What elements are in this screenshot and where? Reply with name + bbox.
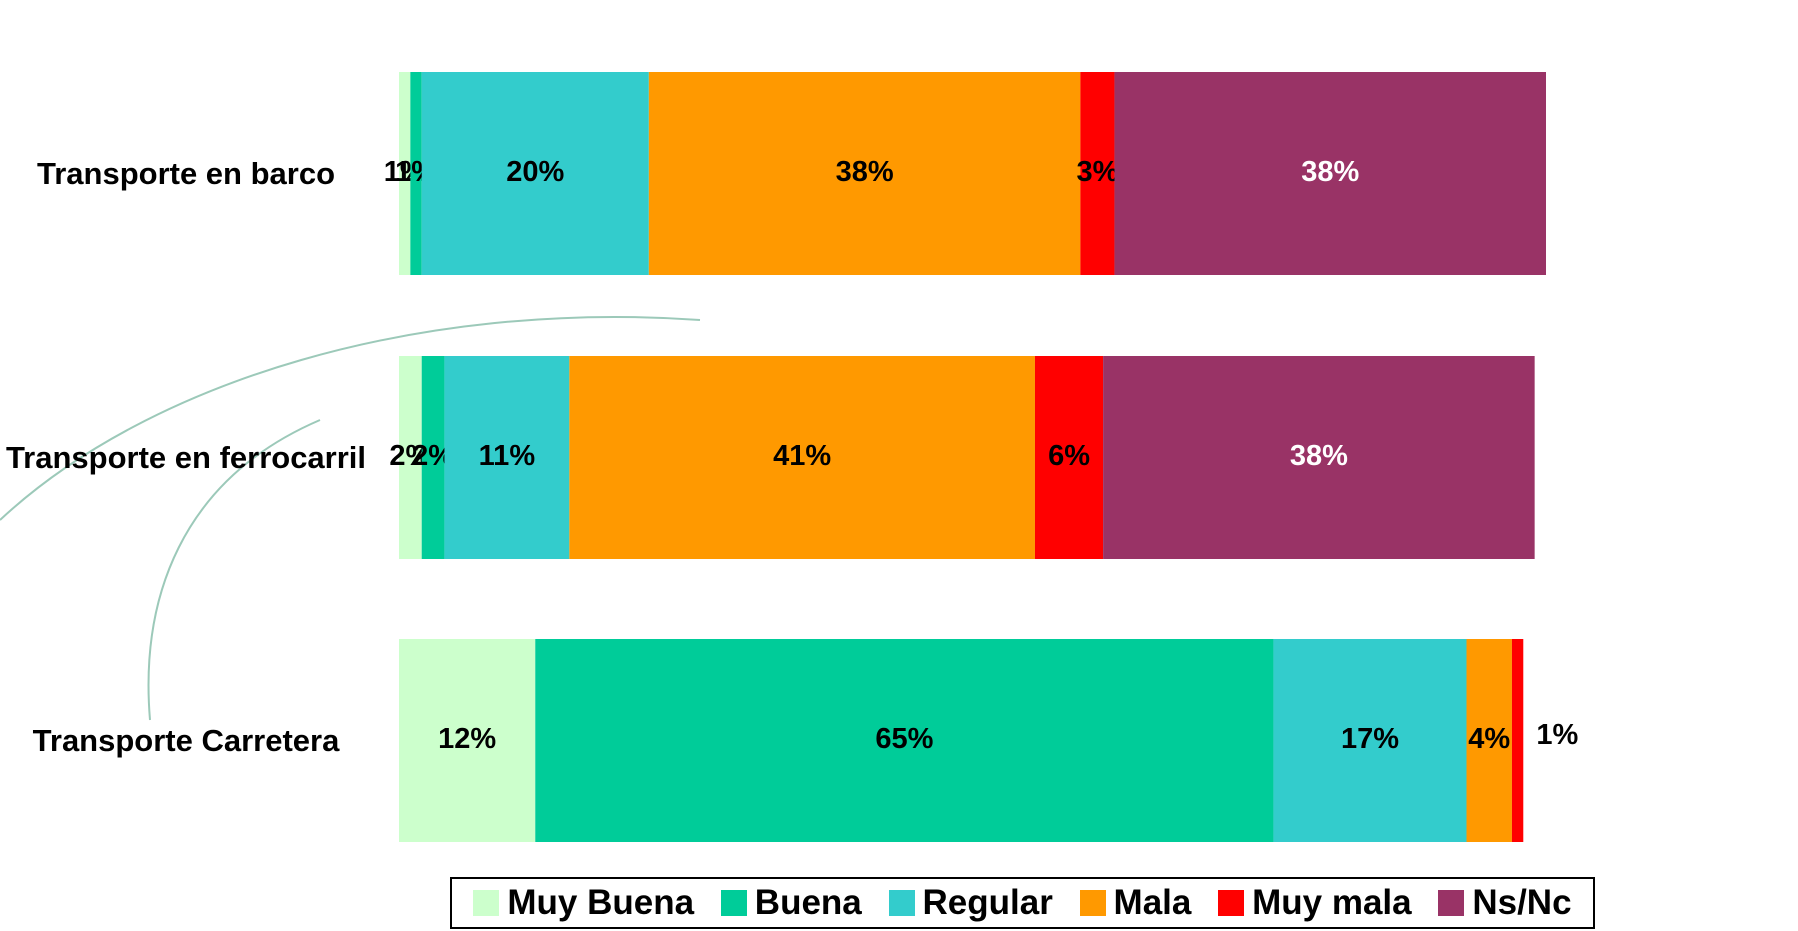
legend-swatch	[473, 890, 499, 916]
legend-label: Muy mala	[1252, 883, 1412, 923]
data-label: 12%	[438, 723, 496, 755]
legend-swatch	[721, 890, 747, 916]
data-label: 38%	[1290, 440, 1348, 472]
legend-item: Regular	[889, 883, 1053, 923]
data-label: 1%	[1536, 719, 1578, 751]
legend-item: Buena	[721, 883, 862, 923]
legend-swatch	[1218, 890, 1244, 916]
category-label: Transporte en barco	[0, 72, 372, 275]
legend-label: Regular	[923, 883, 1053, 923]
bar-segment	[1512, 639, 1523, 842]
legend-swatch	[1438, 890, 1464, 916]
data-label: 20%	[506, 156, 564, 188]
legend-label: Ns/Nc	[1472, 883, 1571, 923]
data-label: 3%	[1076, 156, 1118, 188]
data-label: 17%	[1341, 723, 1399, 755]
data-label: 11%	[479, 440, 536, 472]
legend-item: Mala	[1080, 883, 1192, 923]
legend-item: Ns/Nc	[1438, 883, 1571, 923]
legend-label: Muy Buena	[507, 883, 694, 923]
legend-item: Muy Buena	[473, 883, 694, 923]
legend: Muy Buena Buena Regular Mala Muy mala Ns/Nc	[450, 877, 1595, 929]
data-label: 6%	[1048, 440, 1090, 472]
category-label: Transporte Carretera	[0, 639, 372, 842]
legend-swatch	[1080, 890, 1106, 916]
legend-label: Buena	[755, 883, 862, 923]
data-label: 41%	[773, 440, 831, 472]
data-label: 38%	[1301, 156, 1359, 188]
data-label: 65%	[875, 723, 933, 755]
legend-swatch	[889, 890, 915, 916]
legend-item: Muy mala	[1218, 883, 1412, 923]
data-label: 4%	[1468, 723, 1510, 755]
legend-label: Mala	[1114, 883, 1192, 923]
page: 1%1%20%38%3%38%2%2%11%41%6%38%12%65%17%4…	[0, 0, 1798, 931]
category-label: Transporte en ferrocarril	[0, 356, 372, 559]
data-label: 38%	[836, 156, 894, 188]
